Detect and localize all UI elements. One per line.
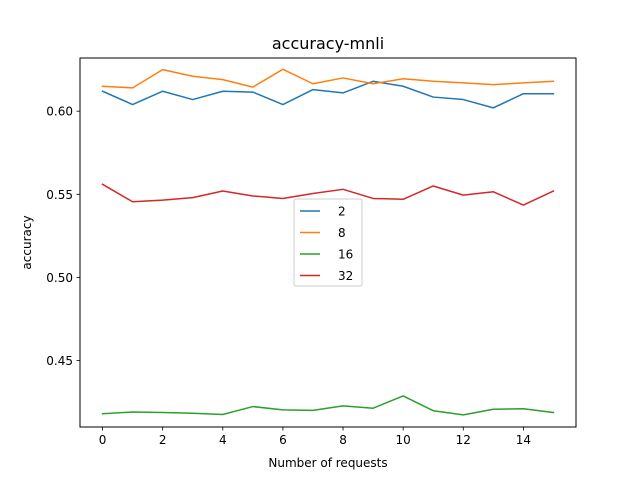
y-tick-label: 0.45 [46,354,73,368]
y-axis-ticks: 0.45 0.50 0.55 0.60 [46,105,80,368]
y-tick-label: 0.50 [46,271,73,285]
series-line-16 [101,395,555,416]
series-line-8 [101,68,555,89]
x-tick-label: 0 [99,433,107,447]
x-axis-ticks: 0 2 4 6 8 10 12 14 [99,427,531,447]
x-tick-label: 6 [279,433,287,447]
x-tick-label: 4 [219,433,227,447]
legend-label-2: 2 [338,205,346,219]
series-line-2 [101,80,555,109]
x-tick-label: 2 [159,433,167,447]
y-tick-label: 0.55 [46,188,73,202]
x-tick-label: 10 [396,433,411,447]
y-axis-label: accuracy [20,215,34,269]
plot-lines [101,68,555,416]
chart-title: accuracy-mnli [272,34,384,53]
legend-label-8: 8 [338,226,346,240]
plot-area-frame [79,57,577,428]
legend-box [293,198,363,287]
series-line-32 [101,183,555,206]
legend-label-16: 16 [338,248,353,262]
x-tick-label: 12 [456,433,471,447]
y-tick-label: 0.60 [46,105,73,119]
x-axis-label: Number of requests [268,456,387,470]
legend-label-32: 32 [338,269,353,283]
x-tick-label: 8 [339,433,347,447]
legend: 2 8 16 32 [293,198,363,287]
x-tick-label: 14 [516,433,531,447]
